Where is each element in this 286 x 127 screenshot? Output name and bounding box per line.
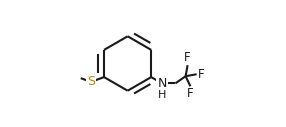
Text: H: H bbox=[158, 90, 166, 100]
Text: F: F bbox=[184, 51, 191, 64]
Text: F: F bbox=[187, 87, 194, 100]
Text: N: N bbox=[157, 77, 167, 90]
Text: F: F bbox=[198, 68, 204, 81]
Text: S: S bbox=[87, 75, 95, 88]
